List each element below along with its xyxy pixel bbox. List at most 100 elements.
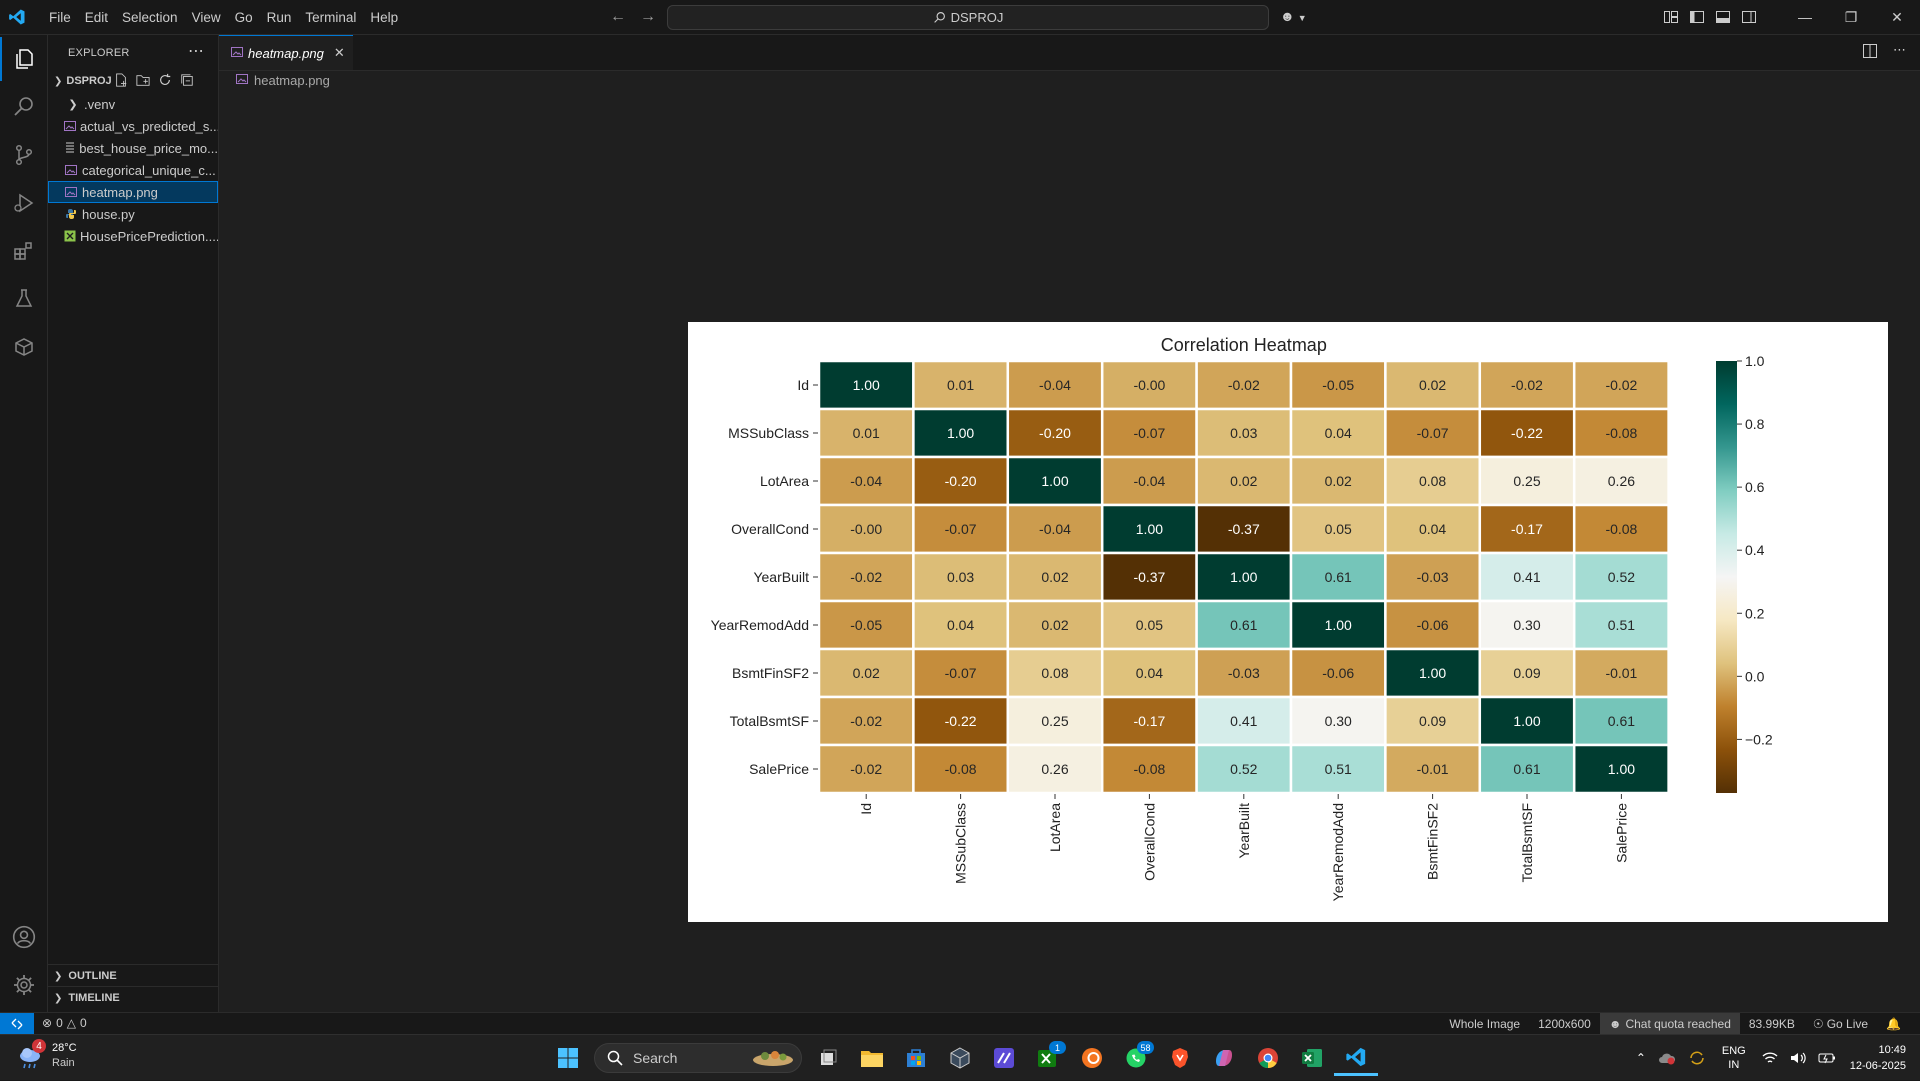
heatmap-cell [1572, 647, 1670, 699]
toggle-secondary-sidebar-icon[interactable] [1736, 0, 1762, 34]
tree-item-house-py[interactable]: house.py [48, 203, 218, 225]
menu-selection[interactable]: Selection [122, 9, 178, 25]
outline-section[interactable]: ❯ OUTLINE [48, 964, 218, 987]
weather-widget[interactable]: 4 28°C Rain [16, 1039, 77, 1071]
battery-icon[interactable] [1812, 1051, 1842, 1065]
close-tab-icon[interactable]: ✕ [333, 45, 345, 60]
close-icon[interactable]: ✕ [1891, 8, 1903, 25]
refresh-icon[interactable] [158, 73, 172, 87]
file-explorer-icon[interactable] [850, 1040, 894, 1076]
task-view-icon[interactable] [806, 1040, 850, 1076]
customize-layout-icon[interactable] [1658, 0, 1684, 34]
cell-label: 1.00 [1041, 473, 1068, 489]
taskbar-search[interactable]: Search [594, 1043, 802, 1073]
breadcrumb-item[interactable]: heatmap.png [254, 73, 330, 88]
column-label: YearBuilt [1236, 803, 1252, 859]
vscode-taskbar-icon[interactable] [1334, 1040, 1378, 1076]
whatsapp-icon[interactable]: 58 [1114, 1040, 1158, 1076]
app-cube-icon[interactable] [938, 1040, 982, 1076]
sync-icon[interactable] [1682, 1050, 1712, 1066]
menu-file[interactable]: File [49, 9, 71, 25]
new-file-icon[interactable] [114, 73, 128, 87]
menu-view[interactable]: View [191, 9, 221, 25]
cell-label: -0.02 [1511, 377, 1543, 393]
clock[interactable]: 10:49 12-06-2025 [1842, 1042, 1920, 1074]
cell-label: 0.26 [1041, 761, 1068, 777]
more-actions-icon[interactable]: ⋯ [1893, 42, 1906, 57]
source-control-icon[interactable] [0, 133, 47, 177]
search-icon[interactable] [0, 85, 47, 129]
account-icon[interactable] [0, 915, 47, 959]
tree-item-heatmap[interactable]: heatmap.png [48, 181, 218, 203]
tab-heatmap[interactable]: heatmap.png ✕ [219, 35, 353, 70]
remote-icon[interactable] [0, 1013, 34, 1034]
heatmap-cell [1195, 359, 1293, 411]
brave-browser-icon[interactable] [1158, 1040, 1202, 1076]
volume-icon[interactable] [1784, 1051, 1812, 1065]
extensions-icon[interactable] [0, 229, 47, 273]
wifi-icon[interactable] [1756, 1051, 1784, 1065]
tree-item-venv[interactable]: ❯ .venv [48, 93, 218, 115]
split-editor-icon[interactable] [1863, 44, 1877, 58]
testing-flask-icon[interactable] [0, 277, 47, 321]
tree-item-best-house-price-model[interactable]: best_house_price_mo... [48, 137, 218, 159]
manage-gear-icon[interactable] [0, 963, 47, 1007]
xbox-icon[interactable]: 1 [1026, 1040, 1070, 1076]
excel-icon[interactable] [1290, 1040, 1334, 1076]
status-bar: ⊗ 0 △ 0 Whole Image 1200x600 ☻ Chat quota r… [0, 1012, 1920, 1034]
show-hidden-icons-chevron-icon[interactable]: ⌃ [1635, 1051, 1646, 1065]
toggle-primary-sidebar-icon[interactable] [1684, 0, 1710, 34]
cell-label: 0.61 [1230, 617, 1257, 633]
language-indicator[interactable]: ENG IN [1712, 1044, 1756, 1072]
status-chat-quota[interactable]: ☻ Chat quota reached [1599, 1013, 1740, 1034]
go-live-label: Go Live [1826, 1016, 1869, 1031]
status-whole-image[interactable]: Whole Image [1449, 1016, 1521, 1031]
copilot-menu[interactable]: ☻ ▼ [1280, 8, 1307, 24]
column-label: BsmtFinSF2 [1425, 803, 1441, 880]
status-dimensions[interactable]: 1200x600 [1538, 1016, 1591, 1031]
cell-label: 1.00 [1136, 521, 1163, 537]
menu-terminal[interactable]: Terminal [305, 9, 357, 25]
timeline-section[interactable]: ❯ TIMELINE [48, 986, 218, 1009]
microsoft-store-icon[interactable] [894, 1040, 938, 1076]
heatmap-cell [1195, 503, 1293, 555]
toggle-panel-icon[interactable] [1710, 0, 1736, 34]
problems-indicator[interactable]: ⊗ 0 △ 0 [42, 1016, 87, 1030]
status-file-size[interactable]: 83.99KB [1748, 1016, 1795, 1031]
run-debug-icon[interactable] [0, 181, 47, 225]
crunchyroll-icon[interactable] [1070, 1040, 1114, 1076]
more-actions-icon[interactable]: ⋯ [188, 43, 204, 60]
cell-label: 0.25 [1041, 713, 1068, 729]
status-go-live[interactable]: ☉ Go Live [1804, 1017, 1877, 1031]
command-center[interactable]: DSPROJ [667, 5, 1269, 30]
containers-icon[interactable] [0, 325, 47, 369]
start-button[interactable] [546, 1040, 590, 1076]
minimize-icon[interactable]: — [1798, 9, 1812, 25]
cell-label: 0.51 [1325, 761, 1352, 777]
explorer-icon[interactable] [0, 37, 47, 81]
back-arrow-icon[interactable]: ← [610, 8, 626, 25]
tree-item-house-price-prediction[interactable]: HousePricePrediction.... [48, 225, 218, 247]
heatmap-cell [1195, 599, 1293, 651]
project-folder[interactable]: ❯ DSPROJ [48, 71, 218, 91]
cell-label: 0.02 [1419, 377, 1446, 393]
menu-go[interactable]: Go [234, 9, 253, 25]
copilot-app-icon[interactable] [1202, 1040, 1246, 1076]
onedrive-status-icon[interactable] [1652, 1051, 1682, 1065]
collapse-all-icon[interactable] [180, 73, 194, 87]
menu-edit[interactable]: Edit [84, 9, 109, 25]
notifications-bell-icon[interactable]: 🔔 [1886, 1016, 1901, 1031]
forward-arrow-icon[interactable]: → [640, 8, 656, 25]
correlation-heatmap: Correlation Heatmap 1.00 0.01 -0.04 -0.00 -0.… [711, 335, 1773, 901]
tree-item-actual-vs-predicted[interactable]: actual_vs_predicted_s... [48, 115, 218, 137]
restore-icon[interactable]: ❐ [1844, 8, 1858, 25]
tree-item-categorical-unique[interactable]: categorical_unique_c... [48, 159, 218, 181]
menu-help[interactable]: Help [370, 9, 399, 25]
cell-label: 1.00 [947, 425, 974, 441]
chrome-icon[interactable] [1246, 1040, 1290, 1076]
app-visual-studio-icon[interactable] [982, 1040, 1026, 1076]
menu-run[interactable]: Run [266, 9, 292, 25]
warning-icon: △ [66, 1016, 76, 1030]
new-folder-icon[interactable] [136, 73, 150, 87]
heatmap-cell [1384, 743, 1482, 795]
